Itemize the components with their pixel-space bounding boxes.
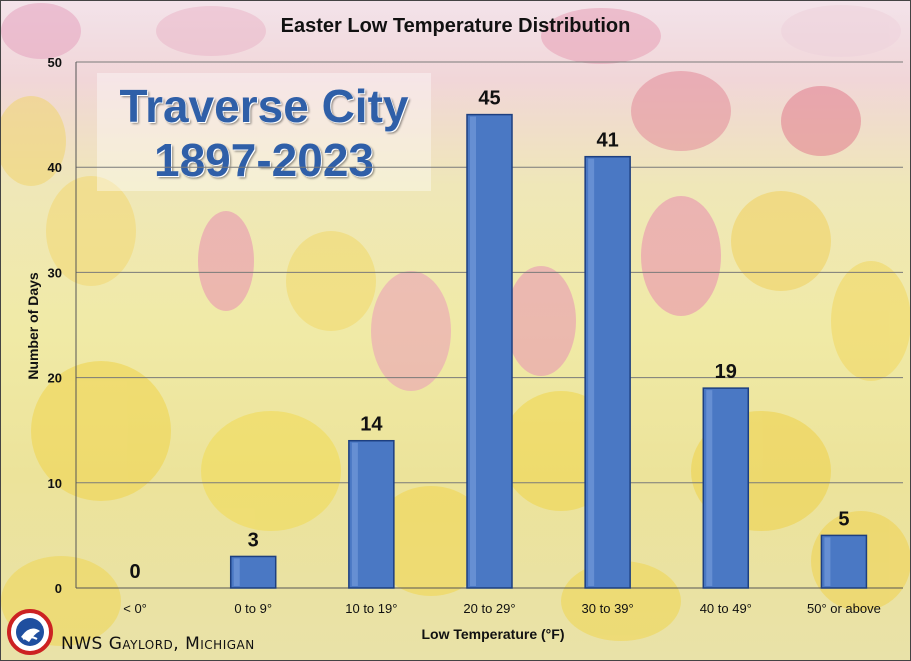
y-tick-label: 50 bbox=[48, 55, 62, 70]
bar-highlight bbox=[351, 442, 358, 586]
x-tick-label: 50° or above bbox=[807, 601, 881, 616]
y-tick-label: 40 bbox=[48, 160, 62, 175]
y-tick-label: 0 bbox=[55, 581, 62, 596]
data-label: 45 bbox=[478, 88, 500, 110]
x-tick-label: 30 to 39° bbox=[582, 601, 634, 616]
nws-logo-icon bbox=[7, 609, 53, 655]
y-tick-labels: 0 10 20 30 40 50 bbox=[48, 55, 62, 596]
data-label: 3 bbox=[248, 529, 259, 551]
y-axis-label: Number of Days bbox=[25, 272, 41, 380]
data-label: 0 bbox=[130, 561, 141, 583]
data-label: 41 bbox=[597, 130, 619, 152]
y-tick-label: 30 bbox=[48, 265, 62, 280]
bars bbox=[229, 113, 868, 589]
chart-title: Easter Low Temperature Distribution bbox=[280, 15, 631, 37]
station-name: Traverse City bbox=[119, 80, 409, 132]
x-tick-label: 20 to 29° bbox=[463, 601, 515, 616]
footer-credit: NWS Gaylord, Michigan bbox=[61, 634, 255, 654]
bar-highlight bbox=[706, 390, 713, 586]
data-label: 5 bbox=[838, 508, 849, 530]
x-tick-labels: < 0° 0 to 9° 10 to 19° 20 to 29° 30 to 39° 40… bbox=[123, 601, 881, 616]
x-tick-label: 10 to 19° bbox=[345, 601, 397, 616]
station-overlay: Traverse City 1897-2023 bbox=[97, 73, 431, 191]
bar-highlight bbox=[824, 537, 831, 586]
y-tick-label: 10 bbox=[48, 476, 62, 491]
data-label: 19 bbox=[715, 361, 737, 383]
bar-highlight bbox=[588, 158, 595, 586]
x-tick-label: 40 to 49° bbox=[700, 601, 752, 616]
data-labels: 0 3 14 45 41 19 5 bbox=[130, 88, 850, 583]
y-tick-label: 20 bbox=[48, 371, 62, 386]
station-period: 1897-2023 bbox=[154, 134, 374, 186]
x-tick-label: < 0° bbox=[123, 601, 147, 616]
x-axis-label: Low Temperature (°F) bbox=[421, 626, 565, 642]
bar-highlight bbox=[470, 116, 476, 586]
x-tick-label: 0 to 9° bbox=[234, 601, 272, 616]
data-label: 14 bbox=[360, 414, 383, 436]
bar-highlight bbox=[233, 558, 240, 586]
